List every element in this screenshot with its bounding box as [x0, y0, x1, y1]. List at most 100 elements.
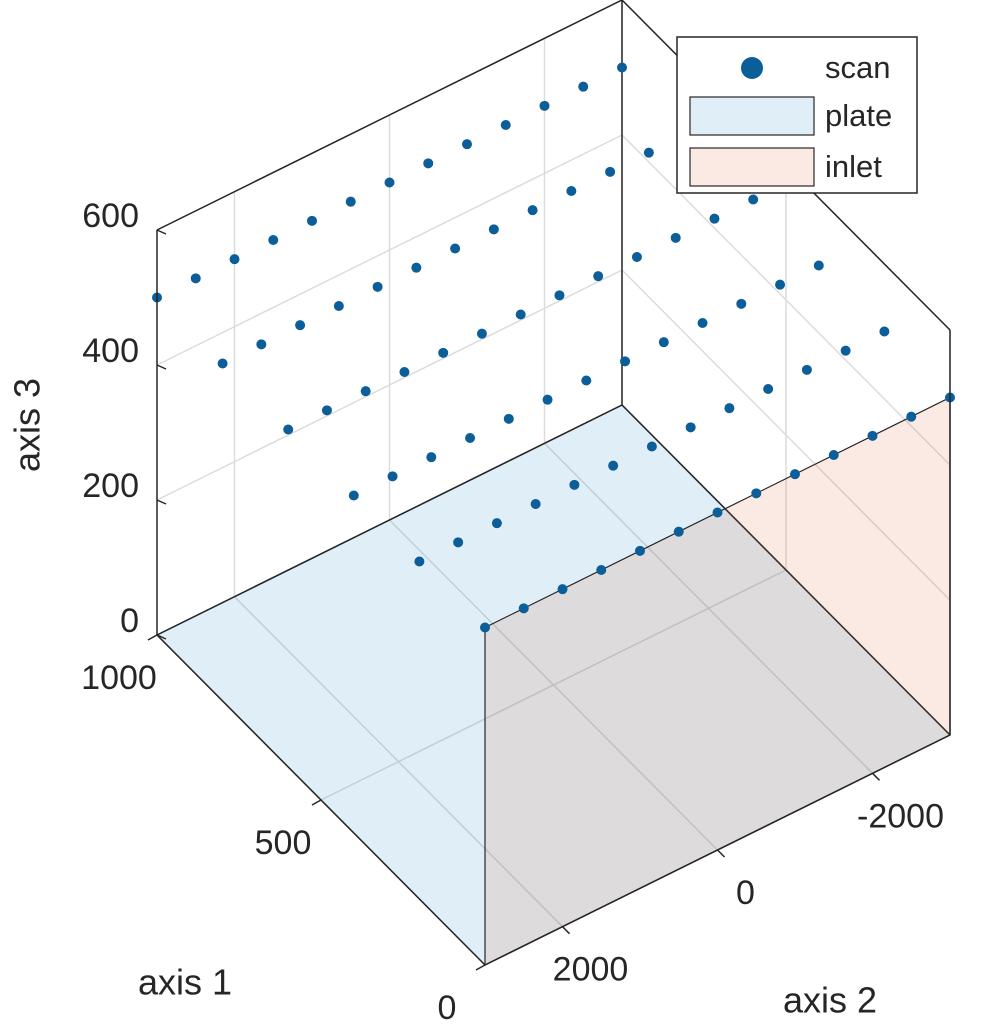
- scan-point: [438, 347, 449, 358]
- scan-point: [670, 232, 681, 243]
- scan-point: [709, 213, 720, 224]
- scan-point: [620, 356, 631, 367]
- scan-point: [542, 394, 553, 405]
- tick-mark: [561, 926, 571, 935]
- scan-point: [426, 452, 437, 463]
- grid-line: [543, 442, 874, 774]
- scan-point: [399, 367, 410, 377]
- scan-point: [450, 243, 461, 254]
- scan-point: [465, 433, 476, 443]
- tick-mark: [156, 634, 167, 640]
- scan-point: [566, 186, 577, 196]
- scan-point: [229, 254, 240, 265]
- x-tick-label: 500: [255, 824, 312, 862]
- scan-point: [751, 488, 762, 499]
- scan-point: [500, 120, 511, 130]
- scan-point: [476, 328, 487, 339]
- x-tick-label: 1000: [81, 659, 157, 697]
- legend-label: inlet: [825, 149, 882, 184]
- y-axis-label: axis 2: [783, 980, 877, 1021]
- z-tick-label: 0: [120, 602, 139, 640]
- scan-point: [685, 422, 696, 433]
- legend-swatch: [689, 96, 815, 136]
- scan-point: [801, 364, 812, 375]
- scan-point: [491, 518, 502, 529]
- scan-point: [268, 235, 279, 245]
- scan-point: [295, 320, 306, 331]
- scan-point: [488, 224, 499, 235]
- scan-point: [348, 490, 359, 501]
- z-tick-label: 600: [82, 197, 139, 235]
- tick-mark: [871, 772, 881, 781]
- scan-point: [673, 526, 684, 537]
- scan-point: [530, 499, 541, 509]
- scan-point: [617, 62, 627, 73]
- x-axis-label: axis 1: [138, 962, 232, 1003]
- scan-point: [646, 441, 657, 452]
- scan-point: [480, 622, 490, 633]
- scan-point: [712, 507, 723, 518]
- scan-point: [569, 479, 580, 490]
- scan-point: [539, 100, 550, 111]
- scan-point: [631, 252, 642, 262]
- scan-point: [813, 260, 824, 271]
- scan-point: [658, 337, 669, 348]
- scan-point: [605, 166, 616, 177]
- scan-point: [736, 298, 747, 309]
- scan-point: [384, 177, 395, 188]
- grid-line: [388, 519, 719, 851]
- tick-mark: [716, 849, 726, 858]
- scan-point: [190, 273, 201, 284]
- scan-point: [321, 405, 332, 416]
- scan-point: [283, 424, 294, 435]
- legend-swatch: [689, 147, 815, 187]
- scan-point: [256, 339, 267, 350]
- scan-point: [557, 584, 568, 595]
- scan-point: [387, 471, 398, 482]
- scan-point: [581, 375, 592, 386]
- grid-line: [156, 269, 623, 501]
- tick-mark: [156, 229, 167, 235]
- scan-point: [578, 81, 589, 92]
- scan-point: [345, 196, 356, 207]
- scan-point: [608, 460, 619, 471]
- tick-mark: [475, 964, 486, 971]
- legend-label: plate: [825, 98, 892, 133]
- tick-mark: [156, 499, 167, 505]
- scan-point: [307, 215, 317, 226]
- legend-marker: [741, 57, 763, 79]
- scan-point: [372, 281, 383, 292]
- scan-point: [217, 358, 228, 369]
- grid-line: [621, 269, 951, 601]
- scan-point: [360, 386, 371, 397]
- scan-point: [414, 556, 425, 567]
- box-edge: [156, 0, 623, 231]
- z-tick-label: 200: [82, 467, 139, 505]
- y-tick-label: -2000: [857, 797, 944, 835]
- scan-point: [596, 565, 607, 575]
- grid-line: [156, 134, 623, 366]
- scan-point: [635, 545, 645, 556]
- tick-mark: [147, 634, 158, 641]
- scan-point: [423, 158, 434, 169]
- x-tick-label: 0: [438, 989, 457, 1024]
- scan-point: [790, 469, 800, 480]
- scan-point: [503, 413, 514, 424]
- y-tick-label: 0: [736, 874, 755, 912]
- tick-mark: [156, 364, 167, 370]
- scan-point: [828, 450, 839, 460]
- scan-point: [775, 279, 786, 290]
- grid-line: [233, 596, 564, 928]
- scan-point: [462, 139, 472, 150]
- tick-mark: [311, 799, 322, 806]
- scan-point: [527, 205, 538, 216]
- scan-point: [763, 384, 774, 394]
- legend-label: scan: [825, 50, 890, 85]
- legend-box: [676, 36, 918, 194]
- scan-point: [906, 411, 917, 422]
- scan-point: [867, 430, 878, 441]
- scan-point: [840, 345, 851, 356]
- scan-point: [515, 309, 526, 320]
